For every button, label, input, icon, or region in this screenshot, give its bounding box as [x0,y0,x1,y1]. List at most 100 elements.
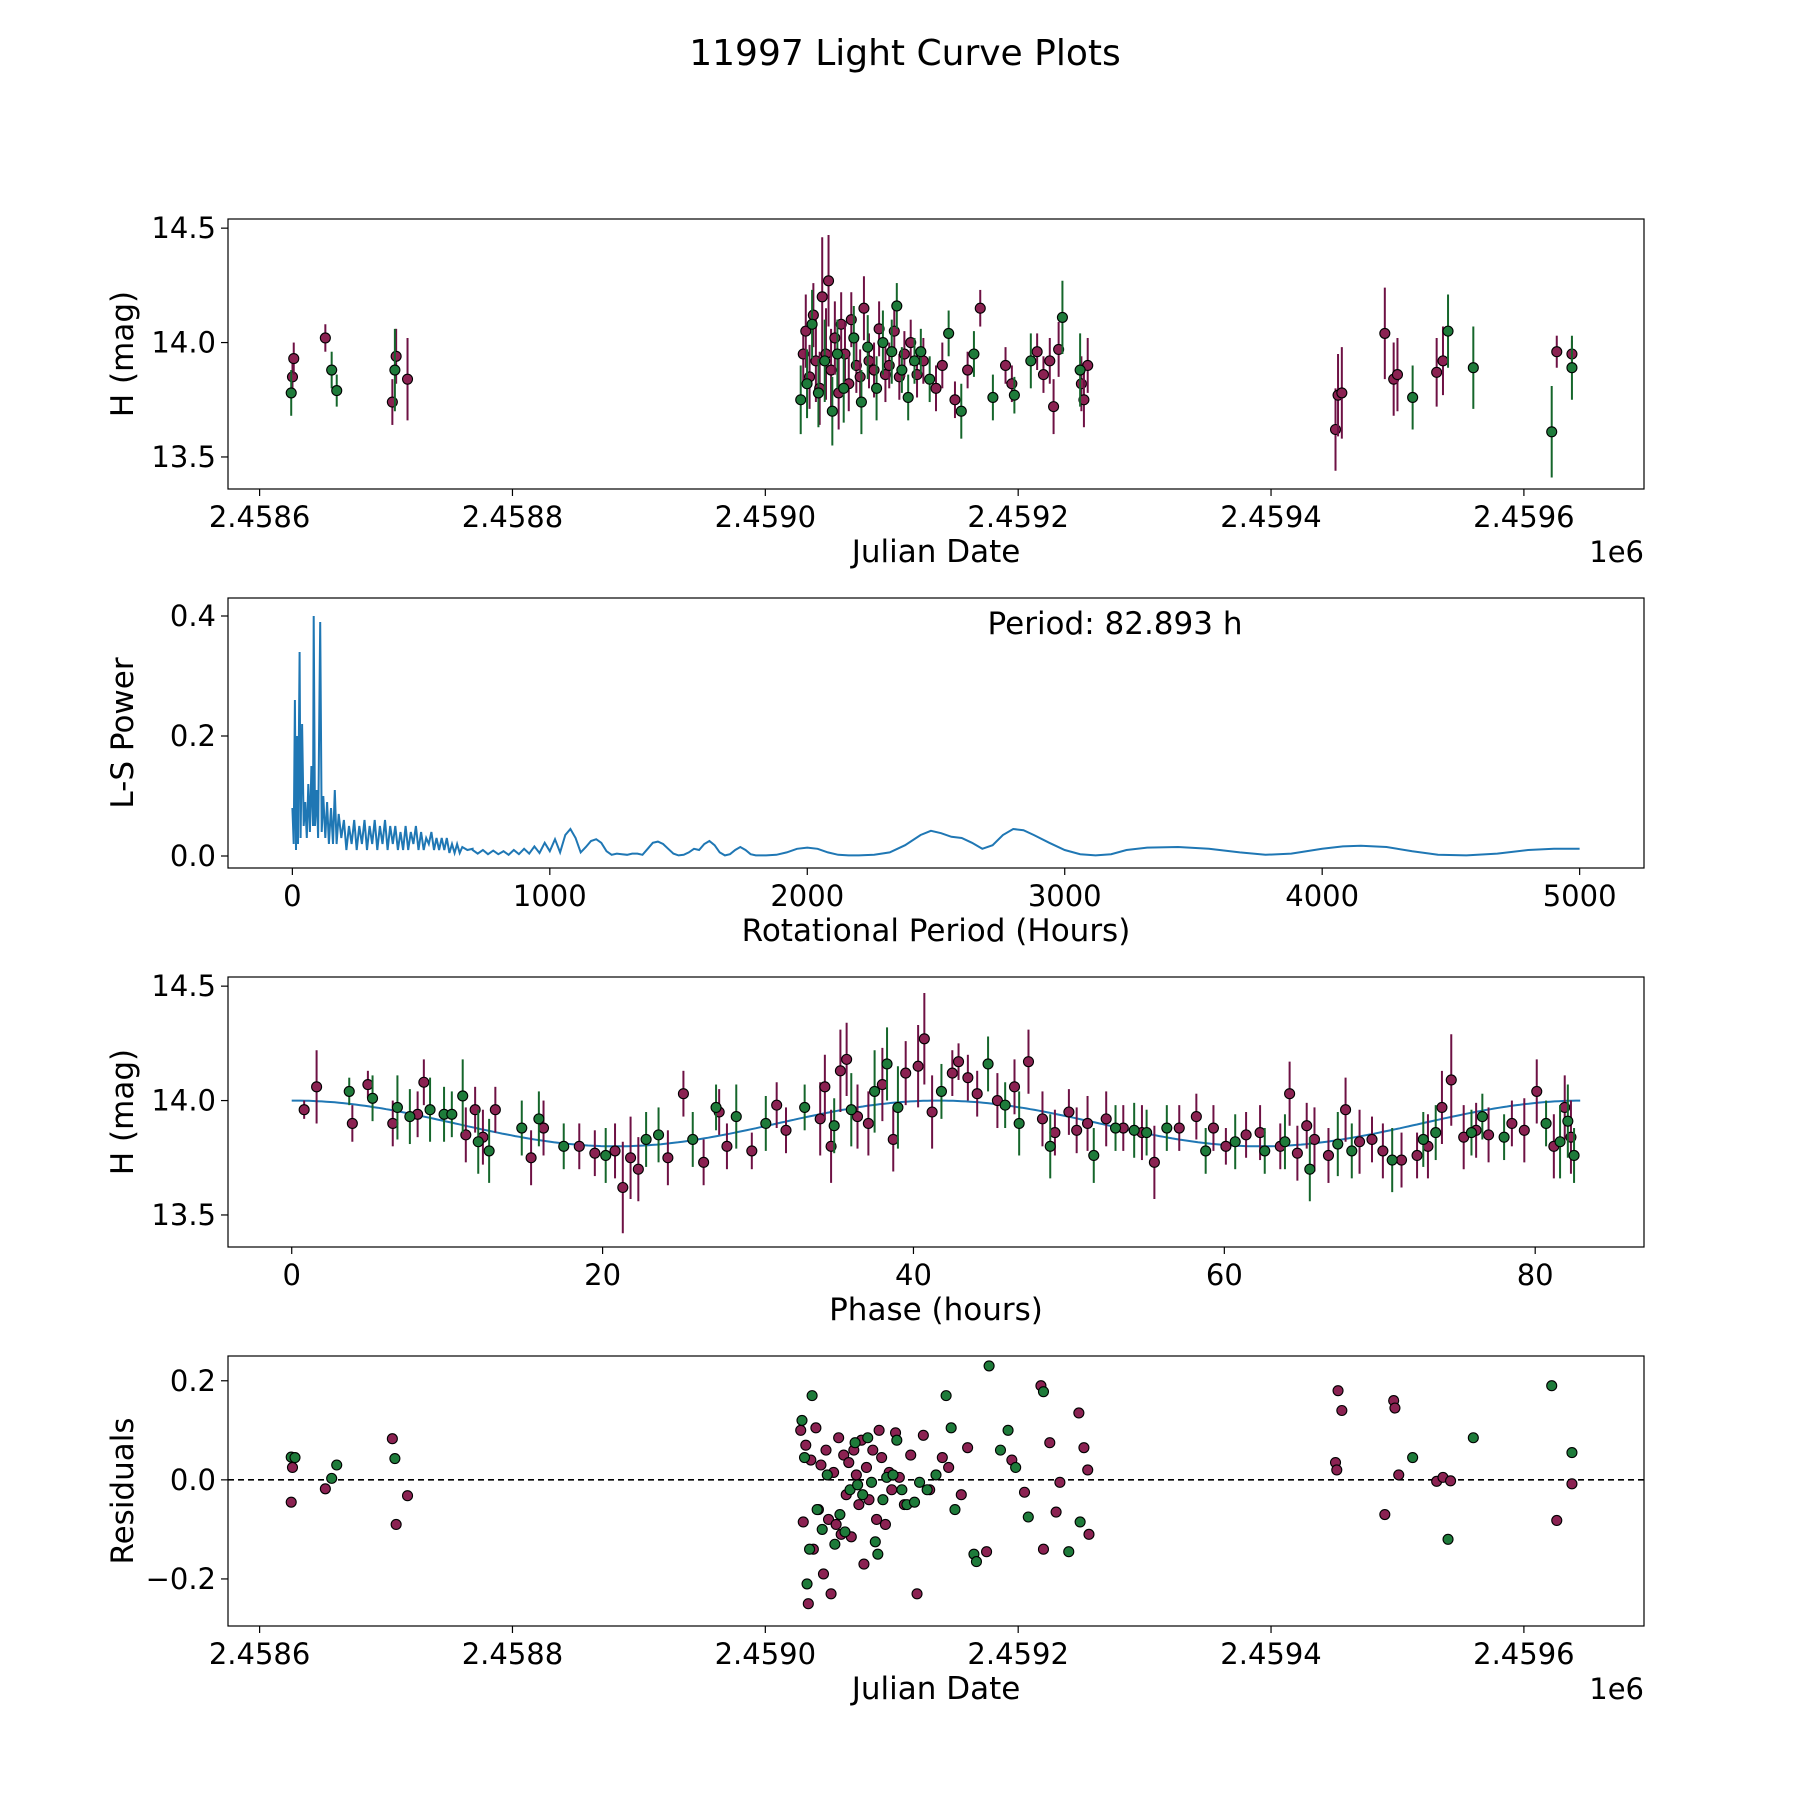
x-tick-label: 0 [283,879,301,913]
data-point [800,325,812,337]
data-point [854,371,866,383]
data-point [390,350,402,362]
data-point [994,1444,1007,1456]
data-point [389,1453,401,1465]
data-point [810,1422,822,1434]
data-point [1407,391,1419,404]
data-point [987,391,999,404]
data-point [821,1469,833,1481]
data-point [871,1513,883,1526]
data-point [1395,1154,1408,1166]
data-point [1002,1424,1014,1436]
data-point [999,1099,1011,1111]
data-point [1442,1533,1454,1545]
data-point [1073,1407,1085,1419]
data-point [955,1489,967,1501]
data-point [796,1414,808,1426]
data-point [1465,1127,1478,1139]
data-point [1430,1127,1442,1139]
x-offset-text: 1e6 [1589,535,1644,569]
data-point [489,1104,501,1116]
data-point [801,1578,813,1590]
panel-light-curve: 2.4586 2.4588 2.4590 2.4592 2.4594 2.4596 13.5… [105,211,1645,570]
data-point [867,1444,879,1456]
data-point [806,318,818,330]
data-point [872,1548,884,1560]
y-tick-label: 14.0 [151,326,216,360]
y-tick-label: 0.4 [170,599,216,633]
data-point [881,1058,893,1070]
data-point [472,1136,484,1148]
data-point [1036,1113,1049,1125]
data-point [331,1459,343,1471]
data-point [319,332,331,344]
data-point [346,1117,358,1129]
data-point [853,1499,865,1511]
x-tick-label: 0 [283,1258,301,1292]
model-curve [291,1099,1581,1148]
data-point [677,1088,689,1100]
data-point [362,1078,374,1091]
data-point [1540,1117,1552,1129]
data-point [1031,346,1043,358]
y-tick-label: 13.5 [151,1198,216,1232]
data-point [1254,1127,1266,1139]
data-point [858,1558,870,1570]
data-point [1332,1138,1344,1150]
data-point [816,1523,828,1535]
data-point [862,341,874,353]
data-point [834,1065,846,1077]
data-point [1050,1506,1062,1518]
data-point [1379,1508,1391,1521]
data-point [845,1104,857,1116]
data-point [974,302,986,314]
data-point [949,1504,961,1516]
data-point [1483,1129,1495,1141]
data-point [862,1117,874,1129]
data-point [1200,1145,1212,1157]
data-point [1467,362,1479,374]
data-point [902,391,914,404]
data-point [1386,1154,1398,1166]
data-point [839,1526,851,1538]
data-point [1008,389,1020,401]
data-point [1417,1133,1429,1146]
data-point [525,1152,537,1164]
data-point [1340,1104,1352,1116]
data-point [1240,1129,1252,1141]
data-point [1279,1136,1291,1148]
data-point [943,327,955,339]
data-point [876,1452,888,1464]
power-spectrum-line [291,615,1580,857]
y-tick-label: 0.0 [170,839,216,873]
panel-residuals: 2.4586 2.4588 2.4590 2.4592 2.4594 2.4596 −0.2… [105,1355,1645,1707]
x-axis-label: Julian Date [850,534,1021,570]
data-point [1013,1117,1025,1129]
x-tick-label: 2.4596 [1473,1637,1574,1671]
data-point [710,1101,722,1113]
data-point [830,1518,842,1530]
x-tick-label: 5000 [1543,879,1617,913]
data-point [1336,1404,1348,1417]
data-point [1259,1145,1271,1157]
data-point [798,1452,811,1464]
x-axis-label: Rotational Period (Hours) [742,913,1131,949]
data-point [1546,1380,1558,1392]
data-point [1010,1461,1022,1474]
data-point [797,1516,809,1528]
x-tick-label: 2.4586 [209,500,310,534]
data-point [800,1439,812,1451]
data-point [1022,1511,1034,1523]
data-point [815,1459,827,1471]
data-point [1048,401,1060,413]
data-point [1220,1140,1232,1152]
data-point [401,1490,414,1502]
data-point [771,1099,783,1111]
y-axis-label: L-S Power [105,657,141,808]
panel-phased-curve: 0 20 40 60 80 13.5 14.0 14.5 Phase (hours) H (mag… [105,969,1645,1328]
data-point [418,1076,430,1088]
x-tick-label: 4000 [1285,879,1359,913]
data-point [912,1060,924,1072]
data-point [721,1140,733,1152]
data-point [814,1113,826,1125]
